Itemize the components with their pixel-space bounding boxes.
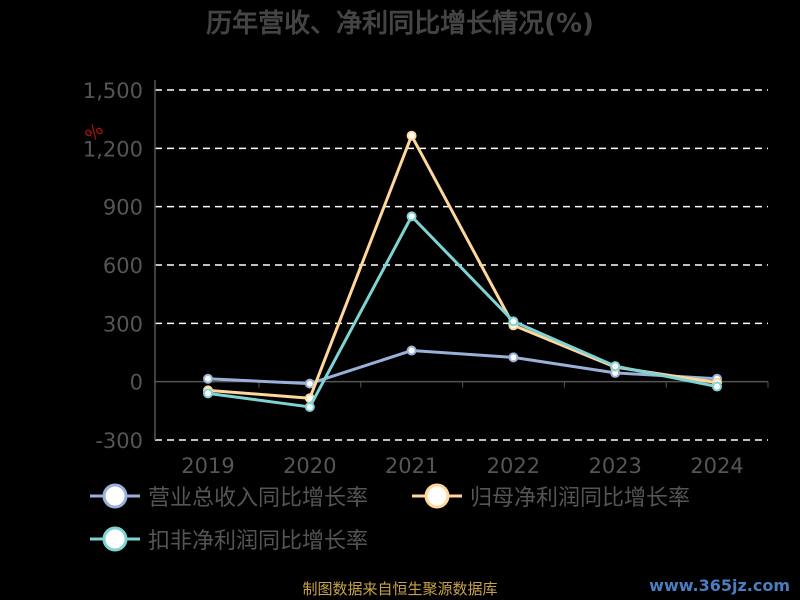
y-tick-label: 1,200 [83, 137, 143, 161]
series-line-0 [207, 349, 718, 386]
data-point [203, 373, 213, 384]
y-tick-label: -300 [95, 429, 143, 453]
legend-marker-deducted-profit [90, 526, 140, 552]
x-tick-label: 2022 [487, 454, 540, 478]
legend-marker-revenue [90, 483, 140, 509]
data-point [508, 316, 519, 327]
y-tick-label: 0 [130, 371, 143, 395]
legend-marker-net-profit [412, 483, 462, 509]
legend-item-deducted-profit[interactable]: 扣非净利润同比增长率 [90, 523, 368, 555]
x-tick-label: 2019 [181, 454, 234, 478]
chart-title: 历年营收、净利同比增长情况(%) [206, 8, 594, 39]
data-point [203, 388, 213, 399]
x-tick-label: 2024 [690, 454, 743, 478]
legend-label-net-profit: 归母净利润同比增长率 [470, 486, 691, 511]
y-tick-label: 300 [103, 312, 143, 336]
data-point [406, 130, 417, 141]
watermark: www.365jz.com [649, 576, 790, 595]
data-point [304, 401, 315, 412]
footer-source: 制图数据来自恒生聚源数据库 [302, 580, 498, 598]
y-tick-label: 900 [103, 196, 143, 220]
x-tick-label: 2020 [283, 454, 336, 478]
data-point [508, 352, 519, 363]
legend-label-revenue: 营业总收入同比增长率 [148, 486, 369, 511]
legend-label-deducted-profit: 扣非净利润同比增长率 [148, 529, 369, 554]
legend-item-net-profit[interactable]: 归母净利润同比增长率 [412, 480, 690, 512]
x-tick-label: 2021 [385, 454, 438, 478]
y-tick-label: 600 [103, 254, 143, 278]
data-point [406, 211, 417, 222]
x-tick-label: 2023 [588, 454, 641, 478]
y-tick-label: 1,500 [83, 79, 143, 103]
data-point [712, 381, 722, 392]
legend-item-revenue[interactable]: 营业总收入同比增长率 [90, 480, 368, 512]
data-point [304, 378, 315, 389]
data-point [610, 361, 621, 372]
data-point [406, 345, 417, 356]
series-line-2 [207, 214, 718, 409]
